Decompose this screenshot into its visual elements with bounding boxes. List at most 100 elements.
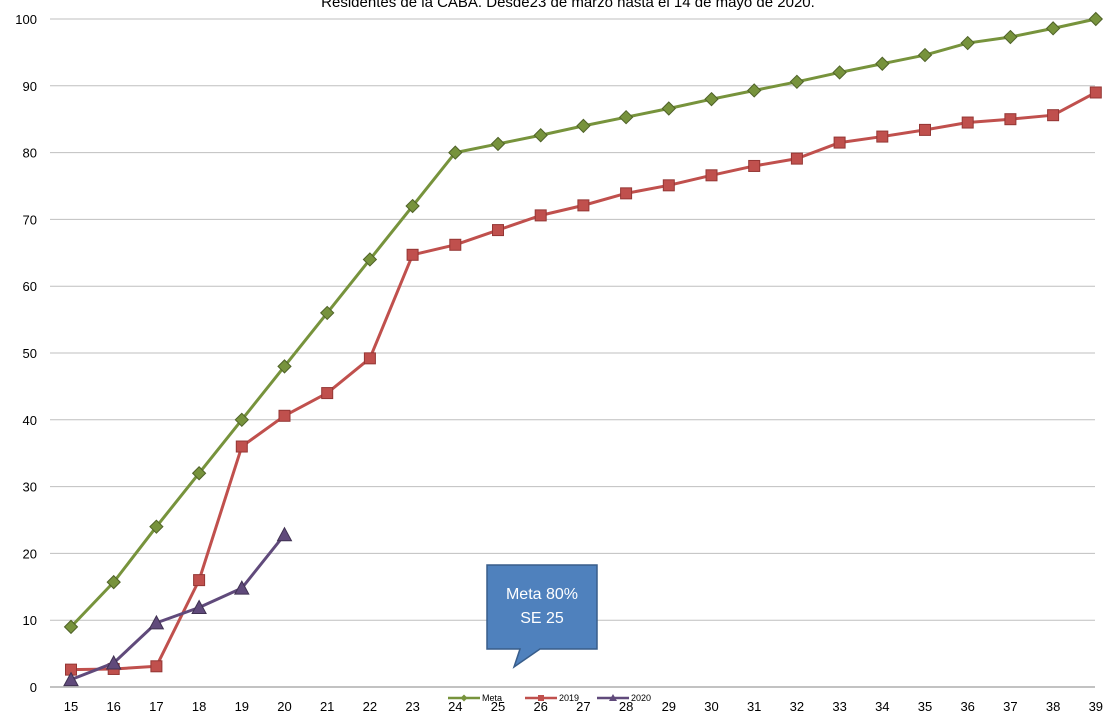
data-point-2019	[1004, 113, 1017, 126]
data-point-meta	[917, 47, 933, 63]
data-point-meta	[533, 128, 548, 143]
x-tick-label: 36	[960, 699, 974, 714]
series-line-meta	[69, 17, 1097, 628]
data-point-meta	[106, 574, 121, 590]
data-point-2019	[492, 224, 504, 237]
data-point-2019	[150, 660, 163, 673]
data-point-2020	[148, 614, 165, 630]
data-point-meta	[789, 74, 805, 89]
grid-lines	[50, 18, 1095, 688]
data-point-2019	[193, 574, 206, 587]
callout-line-1: Meta 80%	[506, 586, 578, 603]
data-point-2019	[534, 209, 547, 222]
data-point-2019	[577, 199, 590, 212]
data-point-2020	[233, 580, 250, 595]
data-point-2019	[363, 352, 376, 365]
x-tick-label: 39	[1089, 699, 1103, 714]
data-point-2019	[278, 409, 291, 422]
data-point-meta	[362, 252, 378, 267]
data-point-meta	[448, 145, 463, 160]
series-line-2020	[70, 533, 286, 682]
legend-marker	[538, 695, 544, 701]
data-point-meta	[490, 136, 506, 152]
data-point-2019	[961, 116, 974, 129]
x-tick-label: 35	[918, 699, 932, 714]
y-tick-label: 30	[23, 480, 37, 495]
x-tick-label: 18	[192, 699, 206, 714]
data-point-meta	[1003, 29, 1018, 45]
data-point-2020	[63, 671, 79, 687]
legend: Meta 2019 2020	[448, 693, 651, 703]
data-point-meta	[63, 619, 79, 635]
x-tick-label: 37	[1003, 699, 1017, 714]
x-tick-label: 21	[320, 699, 334, 714]
x-tick-label: 34	[875, 699, 889, 714]
y-tick-label: 90	[23, 79, 37, 94]
data-point-2019	[449, 238, 462, 251]
data-point-meta	[661, 101, 677, 116]
x-tick-label: 23	[405, 699, 419, 714]
x-tick-label: 38	[1046, 699, 1060, 714]
x-tick-label: 19	[235, 699, 249, 714]
data-point-2019	[321, 387, 334, 400]
y-tick-label: 80	[23, 146, 37, 161]
data-point-meta	[960, 35, 975, 51]
x-tick-label: 27	[576, 699, 590, 714]
series-2020	[63, 526, 293, 687]
data-point-2020	[276, 526, 293, 542]
y-axis: 0 10 20 30 40 50 60 70 80 90 100	[15, 12, 37, 695]
data-point-2019	[1047, 109, 1060, 122]
data-point-meta	[832, 65, 847, 80]
series-2019	[65, 86, 1102, 676]
legend-marker	[460, 694, 468, 702]
x-tick-label: 17	[149, 699, 163, 714]
y-tick-label: 10	[23, 613, 37, 628]
x-tick-label: 29	[662, 699, 676, 714]
x-tick-label: 16	[106, 699, 120, 714]
data-point-meta	[319, 305, 335, 321]
data-point-meta	[234, 412, 250, 428]
data-point-meta	[405, 198, 420, 214]
data-point-meta	[1088, 11, 1104, 27]
x-tick-label: 24	[448, 699, 462, 714]
y-tick-label: 0	[30, 680, 37, 695]
legend-label: 2020	[631, 693, 651, 703]
data-point-2019	[406, 248, 419, 261]
legend-label: Meta	[482, 693, 502, 703]
data-point-2019	[705, 169, 718, 182]
legend-label: 2019	[559, 693, 579, 703]
y-tick-label: 100	[15, 12, 37, 27]
data-point-2019	[1089, 86, 1102, 99]
data-point-2020	[191, 599, 207, 615]
data-point-2019	[876, 130, 889, 143]
data-point-meta	[875, 56, 890, 71]
data-point-2019	[919, 123, 931, 136]
data-point-2019	[790, 152, 803, 165]
y-tick-label: 20	[23, 546, 37, 561]
legend-item-2020: 2020	[597, 693, 651, 703]
legend-marker	[609, 694, 617, 701]
data-point-meta	[704, 91, 719, 107]
data-point-2019	[620, 187, 633, 200]
y-tick-label: 40	[23, 413, 37, 428]
y-tick-label: 70	[23, 212, 37, 227]
data-point-meta	[191, 466, 207, 481]
x-axis: 15 16 17 18 19 20 21 22 23 24 25 26 27 28 29 30 31 32 33 34…	[64, 699, 1103, 714]
data-point-meta	[149, 519, 164, 534]
legend-item-meta: Meta	[448, 693, 502, 703]
series-meta	[63, 11, 1104, 635]
legend-item-2019: 2019	[525, 693, 579, 703]
x-tick-label: 15	[64, 699, 78, 714]
x-tick-label: 30	[704, 699, 718, 714]
data-point-meta	[1045, 21, 1061, 36]
x-tick-label: 32	[790, 699, 804, 714]
chart-title: Residentes de la CABA. Desde23 de marzo …	[321, 0, 815, 11]
data-point-2019	[748, 159, 761, 172]
data-point-meta	[746, 83, 762, 98]
y-tick-label: 50	[23, 346, 37, 361]
data-point-2019	[235, 440, 248, 453]
x-tick-label: 26	[533, 699, 547, 714]
data-point-meta	[618, 109, 634, 125]
data-point-2019	[662, 179, 675, 192]
